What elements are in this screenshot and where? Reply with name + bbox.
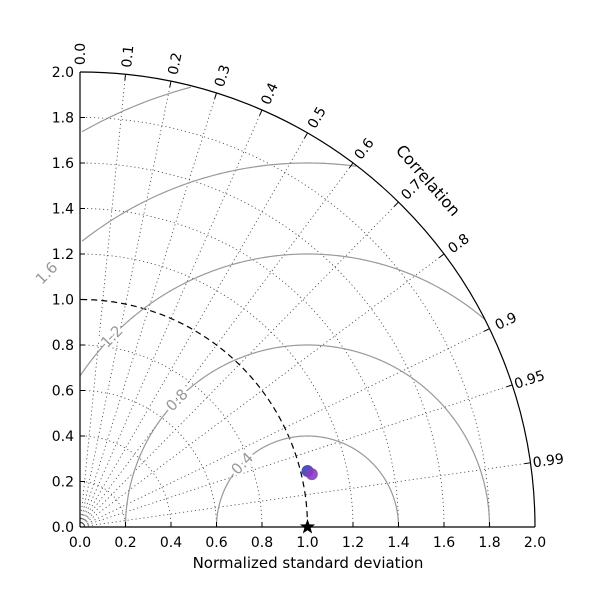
y-tick-label: 1.2 — [52, 247, 74, 263]
data-point — [305, 468, 318, 481]
std-grid-arc — [79, 208, 399, 528]
correlation-tick — [438, 253, 445, 259]
correlation-tick-label: 0.1 — [119, 45, 137, 69]
correlation-tick — [506, 384, 513, 388]
x-tick-label: 0.4 — [160, 535, 182, 551]
y-tick-label: 0.4 — [52, 429, 74, 445]
correlation-tick-label: 0.95 — [512, 368, 547, 393]
correlation-tick — [483, 328, 490, 332]
std-grid-arc — [79, 344, 263, 528]
std-grid-arc — [79, 390, 217, 528]
correlation-tick — [348, 162, 354, 169]
correlation-grid-ray — [79, 92, 217, 528]
correlation-tick-label: 0.8 — [445, 231, 472, 257]
correlation-tick — [169, 81, 172, 88]
x-tick-label: 1.6 — [433, 535, 455, 551]
correlation-tick-label: 0.2 — [166, 51, 186, 76]
grid-layer — [79, 74, 531, 528]
x-tick-label: 0.6 — [205, 535, 227, 551]
std-grid-arc — [79, 435, 172, 528]
y-tick-label: 2.0 — [52, 65, 74, 81]
correlation-tick-label: 0.0 — [73, 43, 89, 65]
x-tick-label: 1.8 — [478, 535, 500, 551]
std-grid-arc — [79, 253, 354, 528]
correlation-tick — [214, 92, 217, 99]
y-tick-label: 1.0 — [52, 293, 74, 309]
y-tick-label: 0.2 — [52, 475, 74, 491]
std-grid-arc — [79, 117, 490, 528]
correlation-tick — [393, 201, 399, 207]
correlation-tick-label: 0.6 — [352, 135, 378, 162]
reference-star — [299, 519, 316, 534]
correlation-tick-label: 0.4 — [258, 80, 282, 107]
rms-contour — [215, 435, 400, 527]
y-tick-label: 0.6 — [52, 384, 74, 400]
std-grid-arc — [79, 481, 126, 528]
points-layer — [299, 464, 318, 534]
std-grid-arc — [79, 162, 445, 528]
correlation-tick — [124, 74, 126, 81]
correlation-tick-label: 0.5 — [305, 104, 330, 131]
correlation-tick-label: 0.99 — [532, 451, 565, 471]
x-tick-label: 1.4 — [387, 535, 409, 551]
correlation-tick-label: 0.9 — [493, 310, 520, 334]
y-tick-label: 1.4 — [52, 202, 74, 218]
x-axis-label: Normalized standard deviation — [193, 554, 424, 572]
correlation-axis-arc — [79, 71, 536, 528]
x-tick-label: 0.8 — [251, 535, 273, 551]
correlation-tick — [524, 462, 531, 465]
x-tick-label: 0.0 — [69, 535, 91, 551]
x-tick-label: 0.2 — [114, 535, 136, 551]
rms-contour — [124, 344, 491, 528]
rms-contour — [80, 253, 486, 376]
x-tick-label: 2.0 — [524, 535, 546, 551]
x-tick-label: 1.0 — [296, 535, 318, 551]
y-tick-label: 1.6 — [52, 156, 74, 172]
y-tick-label: 1.8 — [52, 111, 74, 127]
correlation-tick — [304, 132, 308, 139]
correlation-tick — [259, 109, 263, 116]
y-tick-label: 0.8 — [52, 338, 74, 354]
correlation-tick-label: 0.3 — [212, 63, 234, 89]
reference-std-arc — [79, 298, 309, 528]
rms-contour — [81, 162, 357, 242]
correlation-axis-label: Correlation — [392, 141, 464, 220]
x-tick-label: 1.2 — [342, 535, 364, 551]
rms-contour — [81, 86, 192, 133]
y-tick-label: 0.0 — [52, 520, 74, 536]
